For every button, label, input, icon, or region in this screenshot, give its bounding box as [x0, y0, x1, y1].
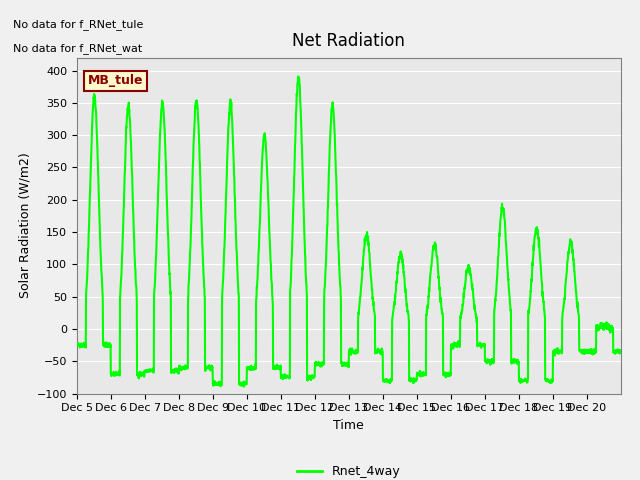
Y-axis label: Solar Radiation (W/m2): Solar Radiation (W/m2)	[18, 153, 31, 299]
Text: No data for f_RNet_wat: No data for f_RNet_wat	[13, 43, 142, 54]
X-axis label: Time: Time	[333, 419, 364, 432]
Title: Net Radiation: Net Radiation	[292, 33, 405, 50]
Legend: Rnet_4way: Rnet_4way	[292, 460, 406, 480]
Text: No data for f_RNet_tule: No data for f_RNet_tule	[13, 19, 143, 30]
Text: MB_tule: MB_tule	[88, 74, 143, 87]
